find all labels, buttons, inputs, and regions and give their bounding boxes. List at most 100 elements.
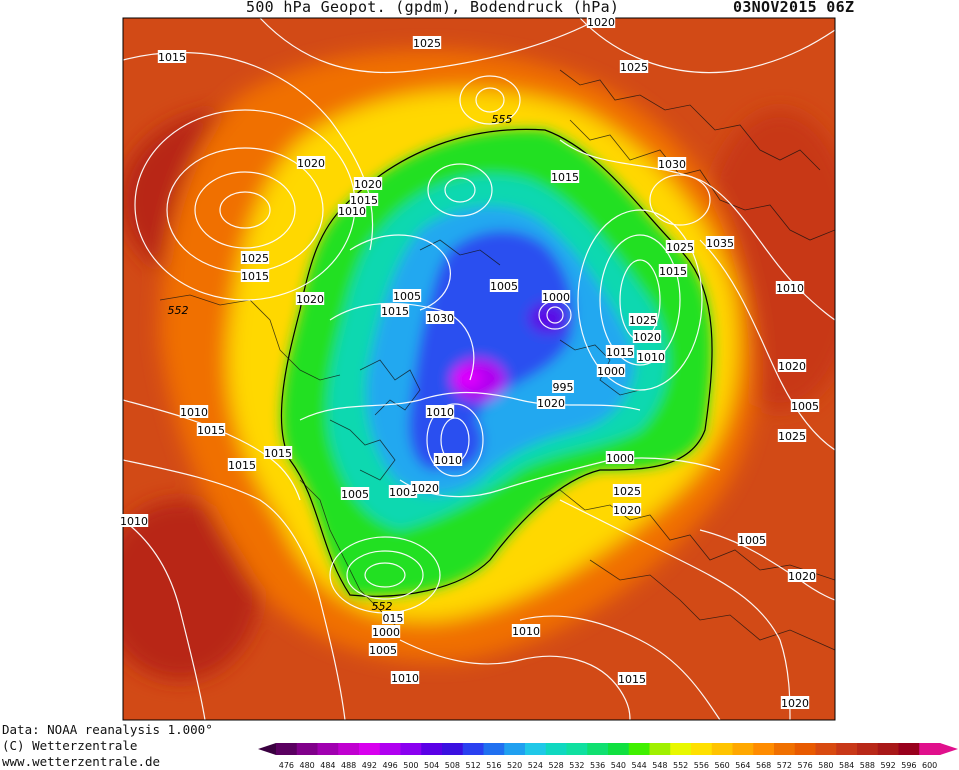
- isobar-label-text: 1010: [512, 625, 540, 638]
- isobar: [329, 302, 475, 381]
- isobar-label: 1035: [705, 236, 735, 250]
- chart-date: 03NOV2015 06Z: [733, 0, 855, 16]
- coastline: [359, 359, 421, 416]
- isobar-label-text: 1005: [791, 400, 819, 413]
- isobar-label-text: 1035: [706, 237, 734, 250]
- isobar-label-text: 1005: [738, 534, 766, 547]
- isobar-label: 1005: [489, 279, 519, 293]
- isobar-label-text: 1015: [606, 346, 634, 359]
- isobar-label-bg: [790, 399, 820, 412]
- isobar-label: 1015: [227, 458, 257, 472]
- isobar-label-text: 1020: [537, 397, 565, 410]
- isobar-label-bg: [295, 292, 325, 305]
- isobar-label: 1005: [368, 643, 398, 657]
- isobar-label-text: 1020: [778, 360, 806, 373]
- isobar-label: 1010: [511, 624, 541, 638]
- isobar-label-bg: [240, 251, 270, 264]
- legend-swatch: [857, 743, 879, 755]
- isobar-label-bg: [612, 503, 642, 516]
- isobar-label: 1005: [388, 485, 418, 499]
- isobar-label-text: 1015: [381, 305, 409, 318]
- isobar-label-text: 1005: [341, 488, 369, 501]
- isobar-label-bg: [489, 279, 519, 292]
- coastline: [559, 339, 641, 396]
- isobar-label-bg: [705, 236, 735, 249]
- legend-tick-label: 580: [818, 761, 833, 770]
- isobar-label-bg: [340, 487, 370, 500]
- legend-tick-label: 572: [777, 761, 792, 770]
- color-legend: 476 480 484 488 492 496 500 504 508 512 516 520 524 5…: [258, 743, 958, 770]
- legend-swatch: [774, 743, 796, 755]
- isobar-label-text: 1020: [354, 178, 382, 191]
- isobar-label: 1030: [657, 157, 687, 171]
- isobar-label-text: 1025: [613, 485, 641, 498]
- isobar-label-bg: [412, 36, 442, 49]
- isobar-label-text: 1020: [633, 331, 661, 344]
- coastline: [539, 489, 835, 581]
- isobar-label-text: 1010: [180, 406, 208, 419]
- isobar-label: 1020: [780, 696, 810, 710]
- isobar-label-bg: [657, 157, 687, 170]
- isobar-label: 1015: [658, 264, 688, 278]
- isobar-label: 1020: [632, 330, 662, 344]
- website-link[interactable]: www.wetterzentrale.de: [2, 754, 161, 769]
- isobar-label-bg: [349, 193, 379, 206]
- legend-swatch: [462, 743, 484, 755]
- contour-label: 552: [168, 304, 189, 317]
- legend-tick-label: 484: [320, 761, 335, 770]
- isobar-label-bg: [777, 429, 807, 442]
- coastline: [329, 419, 396, 481]
- isobar: [399, 457, 721, 498]
- isobar-label-text: 1005: [389, 486, 417, 499]
- contour-labels-layer: 555 552 552: [168, 113, 513, 613]
- isobar-label-text: 1015: [659, 265, 687, 278]
- legend-tick-label: 516: [486, 761, 501, 770]
- isobar-label-bg: [541, 290, 571, 303]
- isobar-label-bg: [119, 514, 149, 527]
- isobar: [577, 209, 703, 391]
- isobar-label: 1015: [617, 672, 647, 686]
- isobar-label-bg: [433, 453, 463, 466]
- legend-tick-label: 492: [362, 761, 377, 770]
- isobar: [579, 18, 835, 74]
- isobar: [399, 639, 631, 720]
- isobar-label-text: 1025: [620, 61, 648, 74]
- isobar-label: 1020: [536, 396, 566, 410]
- isobar: [459, 75, 521, 125]
- isobar-label: 1015: [263, 446, 293, 460]
- legend-tick-label: 592: [880, 761, 895, 770]
- isobar-label-text: 1015: [241, 270, 269, 283]
- legend-swatch: [794, 743, 816, 755]
- isobar-label-bg: [157, 50, 187, 63]
- isobar: [349, 234, 451, 311]
- legend-swatch: [545, 743, 567, 755]
- legend-tick-label: 508: [445, 761, 460, 770]
- isobar-label: 1020: [296, 156, 326, 170]
- legend-tick-label: 596: [901, 761, 916, 770]
- isobar-label: 1025: [412, 36, 442, 50]
- isobar-label-bg: [227, 458, 257, 471]
- isobar-label: 1010: [179, 405, 209, 419]
- isobar-label: 1005: [737, 533, 767, 547]
- footer-credits: Data: NOAA reanalysis 1.000° (C) Wetterz…: [2, 722, 213, 770]
- isobar: [123, 519, 206, 720]
- legend-swatch: [649, 743, 671, 755]
- isobar: [364, 562, 406, 588]
- isobar: [299, 391, 641, 421]
- isobar-label-bg: [390, 671, 420, 684]
- isobar-label: 1005: [392, 289, 422, 303]
- isobar-label: 1025: [240, 251, 270, 265]
- isobar-label-bg: [586, 15, 616, 28]
- coastline: [419, 239, 501, 266]
- map-frame: [122, 17, 836, 721]
- legend-swatch: [442, 743, 464, 755]
- isobar-label: 1000: [605, 451, 635, 465]
- isobar-label-text: 1025: [241, 252, 269, 265]
- isobar-label-text: 1000: [606, 452, 634, 465]
- isobar-label-text: 1025: [629, 314, 657, 327]
- isobar: [559, 139, 835, 321]
- legend-tick-label: 560: [714, 761, 729, 770]
- legend-tick-label: 576: [797, 761, 812, 770]
- isobar-label-text: 1020: [296, 293, 324, 306]
- legend-swatch: [525, 743, 547, 755]
